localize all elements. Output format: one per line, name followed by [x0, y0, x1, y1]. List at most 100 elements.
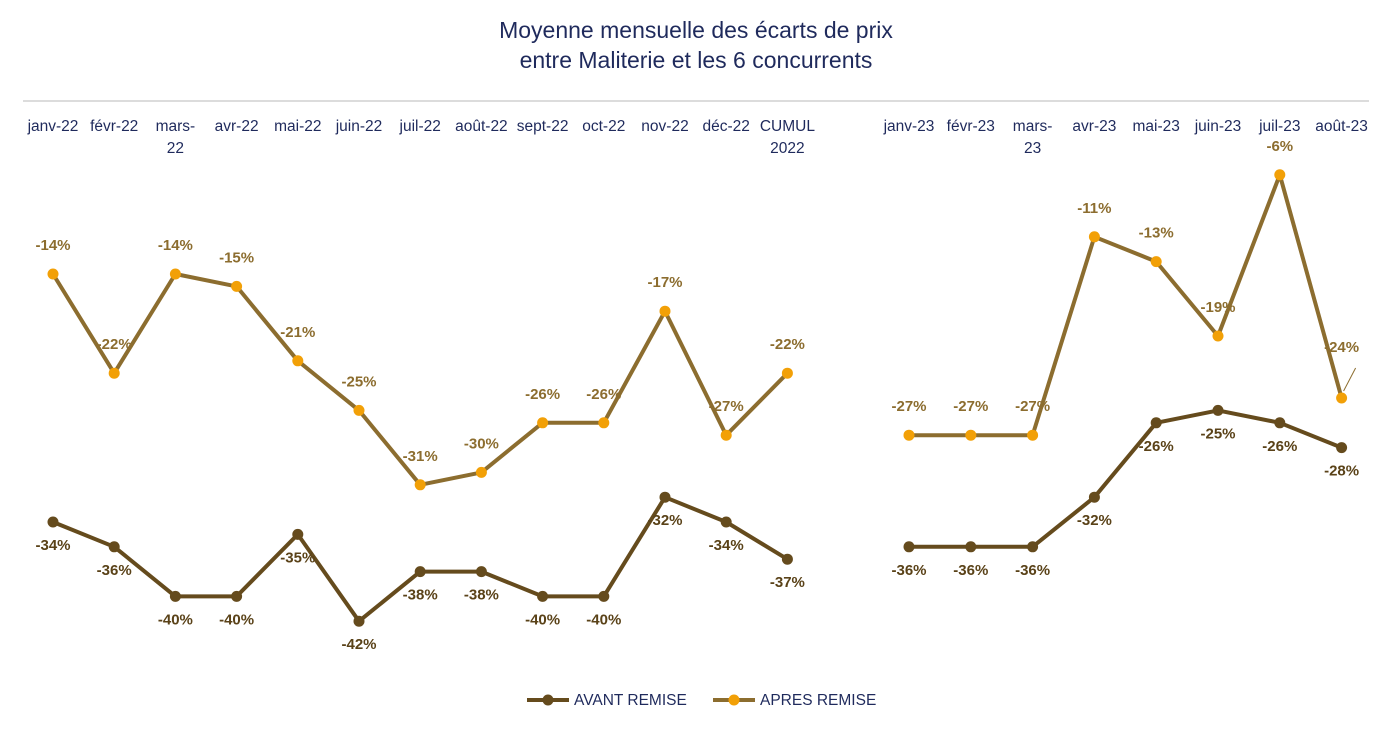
data-point-avant: [414, 566, 426, 578]
category-label: CUMUL: [760, 118, 815, 135]
data-label-apres: -27%: [709, 398, 744, 415]
data-label-avant: -26%: [1139, 438, 1174, 455]
data-point-apres: [475, 466, 487, 478]
data-point-apres: [1212, 330, 1224, 342]
data-label-apres: -26%: [525, 386, 560, 403]
data-point-apres: [1336, 392, 1348, 404]
data-point-apres: [659, 305, 671, 317]
data-point-avant: [475, 566, 487, 578]
data-label-avant: -26%: [1262, 438, 1297, 455]
category-label: sept-22: [517, 118, 569, 135]
chart-panel-2: janv-23 févr-23 mars- 23 avr-23 mai-23 juin-23…: [883, 118, 1368, 579]
legend-item-avant: AVANT REMISE: [527, 692, 687, 709]
data-label-apres: -22%: [97, 336, 132, 353]
data-point-apres: [598, 417, 610, 429]
data-label-avant: -40%: [158, 611, 193, 628]
category-label: déc-22: [702, 118, 749, 135]
data-point-apres: [414, 479, 426, 491]
data-label-apres: -27%: [953, 398, 988, 415]
data-point-avant: [108, 541, 120, 553]
data-point-apres: [781, 367, 793, 379]
category-label: 22: [167, 140, 184, 157]
data-label-apres: -15%: [219, 249, 254, 266]
category-label: mars-: [1013, 118, 1053, 135]
legend-avant-swatch-marker: [542, 694, 554, 706]
data-label-apres: -6%: [1266, 138, 1293, 155]
category-label: avr-22: [215, 118, 259, 135]
data-label-apres: -14%: [158, 237, 193, 254]
data-label-avant: -32%: [647, 512, 682, 529]
data-label-apres: -26%: [586, 386, 621, 403]
chart-panels: janv-22 févr-22 mars- 22 avr-22 mai-22 juin-22…: [27, 118, 1368, 653]
data-point-avant: [1088, 491, 1100, 503]
data-label-avant: -34%: [35, 537, 70, 554]
data-point-apres: [292, 355, 304, 367]
data-point-avant: [781, 553, 793, 565]
data-point-apres: [1150, 256, 1162, 268]
data-label-avant: -34%: [709, 537, 744, 554]
category-label: juin-23: [1194, 118, 1242, 135]
data-label-avant: -25%: [1200, 425, 1235, 442]
data-label-apres: -11%: [1077, 200, 1111, 217]
data-point-avant: [292, 528, 304, 540]
data-label-avant: -37%: [770, 574, 805, 591]
series-line-apres: [909, 172, 1344, 438]
chart-title-line1: Moyenne mensuelle des écarts de prix: [499, 17, 893, 43]
data-point-apres: [903, 429, 915, 441]
data-point-apres: [1027, 429, 1039, 441]
chart-title-line2: entre Maliterie et les 6 concurrents: [520, 47, 873, 73]
data-label-avant: -38%: [464, 587, 499, 604]
legend: AVANT REMISE APRES REMISE: [527, 692, 876, 709]
category-label: juin-22: [335, 118, 383, 135]
data-label-apres: -24%: [1324, 339, 1359, 356]
data-label-apres: -30%: [464, 435, 499, 452]
data-label-apres: -27%: [891, 398, 926, 415]
data-label-apres: -21%: [280, 324, 315, 341]
data-label-avant: -40%: [219, 611, 254, 628]
data-point-avant: [47, 516, 59, 528]
data-point-apres: [1274, 169, 1286, 181]
series-line-avant: [909, 408, 1343, 549]
category-label: avr-23: [1072, 118, 1116, 135]
data-label-apres: -14%: [35, 237, 70, 254]
data-label-avant: -36%: [953, 562, 988, 579]
data-point-avant: [965, 541, 977, 553]
data-label-apres: -22%: [770, 336, 805, 353]
category-label: août-22: [455, 118, 508, 135]
data-point-apres: [965, 429, 977, 441]
data-label-apres: -19%: [1200, 299, 1235, 316]
data-label-apres: -31%: [403, 448, 438, 465]
data-point-avant: [1212, 404, 1224, 416]
legend-item-apres: APRES REMISE: [713, 692, 876, 709]
data-point-avant: [353, 615, 365, 627]
label-leader-line: [1343, 367, 1357, 392]
data-label-avant: -28%: [1324, 463, 1359, 480]
data-point-apres: [353, 404, 365, 416]
data-label-apres: -13%: [1139, 225, 1174, 242]
category-label: mars-: [156, 118, 196, 135]
category-label: oct-22: [582, 118, 625, 135]
data-label-avant: -40%: [586, 611, 621, 628]
category-label: juil-23: [1258, 118, 1300, 135]
data-point-avant: [720, 516, 732, 528]
category-label: mai-23: [1133, 118, 1180, 135]
data-point-avant: [598, 590, 610, 602]
data-point-apres: [108, 367, 120, 379]
legend-apres-label: APRES REMISE: [760, 692, 876, 709]
category-label: févr-23: [947, 118, 995, 135]
category-label: mai-22: [274, 118, 321, 135]
data-label-apres: -27%: [1015, 398, 1050, 415]
category-label: 2022: [770, 140, 804, 157]
data-point-avant: [903, 541, 915, 553]
data-label-avant: -38%: [403, 587, 438, 604]
data-point-avant: [169, 590, 181, 602]
data-label-avant: -35%: [280, 549, 315, 566]
data-point-avant: [1336, 442, 1348, 454]
legend-avant-label: AVANT REMISE: [574, 692, 687, 709]
category-label: févr-22: [90, 118, 138, 135]
data-point-apres: [231, 280, 243, 292]
data-point-avant: [1150, 417, 1162, 429]
data-point-apres: [1088, 231, 1100, 243]
data-point-avant: [659, 491, 671, 503]
